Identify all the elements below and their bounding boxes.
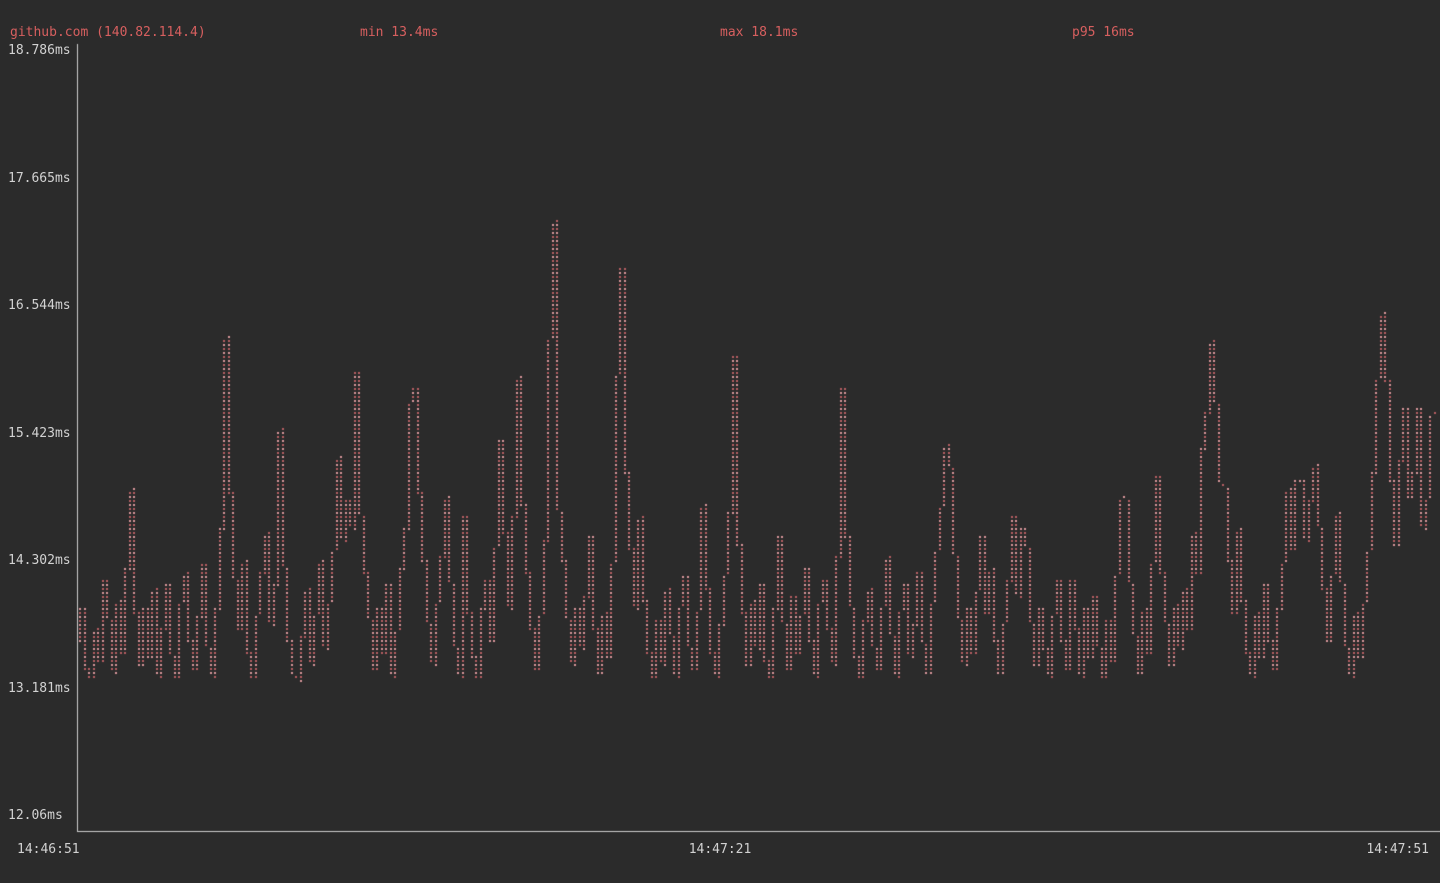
max-latency-stat: max 18.1ms [720, 25, 799, 40]
min-latency-stat: min 13.4ms [360, 25, 439, 40]
p95-latency-stat: p95 16ms [1072, 25, 1135, 40]
y-axis-tick-label: 12.06ms [8, 808, 63, 823]
y-axis-tick-label: 14.302ms [8, 553, 71, 568]
x-axis-tick-label: 14:46:51 [17, 842, 80, 857]
target-host-label: github.com (140.82.114.4) [10, 25, 206, 40]
y-axis-tick-label: 13.181ms [8, 680, 71, 696]
y-axis-tick-label: 15.423ms [8, 425, 71, 441]
x-axis-tick-label: 14:47:21 [688, 842, 752, 857]
y-axis-tick-label: 16.544ms [8, 298, 71, 313]
y-axis-tick-label: 18.786ms [8, 43, 71, 58]
x-axis-tick-label: 14:47:51 [1366, 842, 1429, 857]
y-axis-tick-label: 17.665ms [8, 170, 71, 186]
